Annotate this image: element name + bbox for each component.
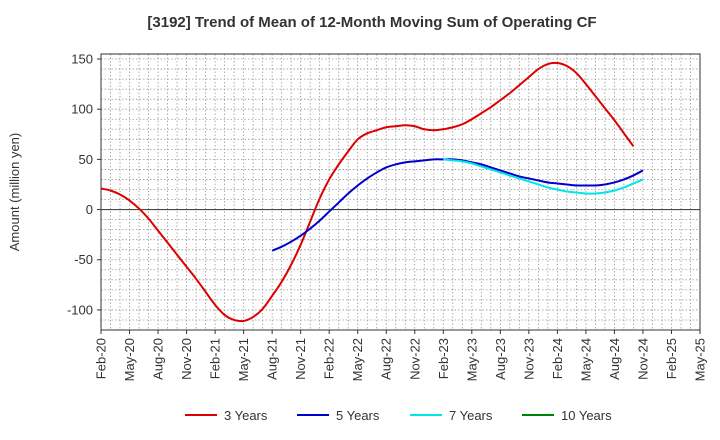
- x-tick-label: Aug-22: [379, 338, 394, 380]
- y-tick-label: 50: [79, 152, 93, 167]
- x-tick-label: Aug-23: [493, 338, 508, 380]
- x-tick-label: May-22: [350, 338, 365, 381]
- legend-label: 7 Years: [449, 408, 493, 423]
- legend: 3 Years 5 Years 7 Years 10 Years: [185, 408, 612, 423]
- x-tick-label: Nov-20: [179, 338, 194, 380]
- x-tick-label: Aug-21: [265, 338, 280, 380]
- x-tick-label: May-20: [122, 338, 137, 381]
- x-tick-label: May-25: [693, 338, 708, 381]
- x-tick-label: Aug-20: [151, 338, 166, 380]
- x-tick-label: Feb-22: [322, 338, 337, 379]
- y-axis-label: Amount (million yen): [7, 133, 22, 252]
- y-tick-label: 0: [86, 202, 93, 217]
- x-tick-label: Feb-24: [550, 338, 565, 379]
- x-axis-ticks: Feb-20 May-20 Aug-20 Nov-20 Feb-21 May-21 Aug-…: [94, 330, 708, 381]
- x-tick-label: Nov-21: [293, 338, 308, 380]
- x-tick-label: Feb-20: [94, 338, 109, 379]
- y-axis-ticks: 150 100 50 0 -50 -100: [67, 52, 101, 317]
- chart-title: [3192] Trend of Mean of 12-Month Moving …: [147, 14, 596, 31]
- x-tick-label: May-23: [464, 338, 479, 381]
- x-tick-label: May-24: [578, 338, 593, 381]
- x-tick-label: Aug-24: [607, 338, 622, 380]
- y-tick-label: 100: [71, 102, 93, 117]
- x-tick-label: Nov-24: [635, 338, 650, 380]
- y-tick-label: -50: [74, 252, 93, 267]
- x-tick-label: Feb-21: [208, 338, 223, 379]
- legend-label: 10 Years: [561, 408, 612, 423]
- legend-label: 5 Years: [336, 408, 380, 423]
- x-tick-label: May-21: [236, 338, 251, 381]
- series-lines: [100, 61, 644, 323]
- series-line-3-years: [100, 61, 635, 323]
- x-tick-label: Feb-25: [664, 338, 679, 379]
- y-tick-label: 150: [71, 52, 93, 67]
- x-tick-label: Nov-22: [407, 338, 422, 380]
- series-line-7-years: [443, 158, 644, 195]
- x-tick-label: Nov-23: [521, 338, 536, 380]
- series-line-5-years: [271, 158, 644, 252]
- x-tick-label: Feb-23: [436, 338, 451, 379]
- legend-label: 3 Years: [224, 408, 268, 423]
- y-tick-label: -100: [67, 302, 93, 317]
- plot-frame: [100, 53, 701, 331]
- grid: [101, 54, 700, 330]
